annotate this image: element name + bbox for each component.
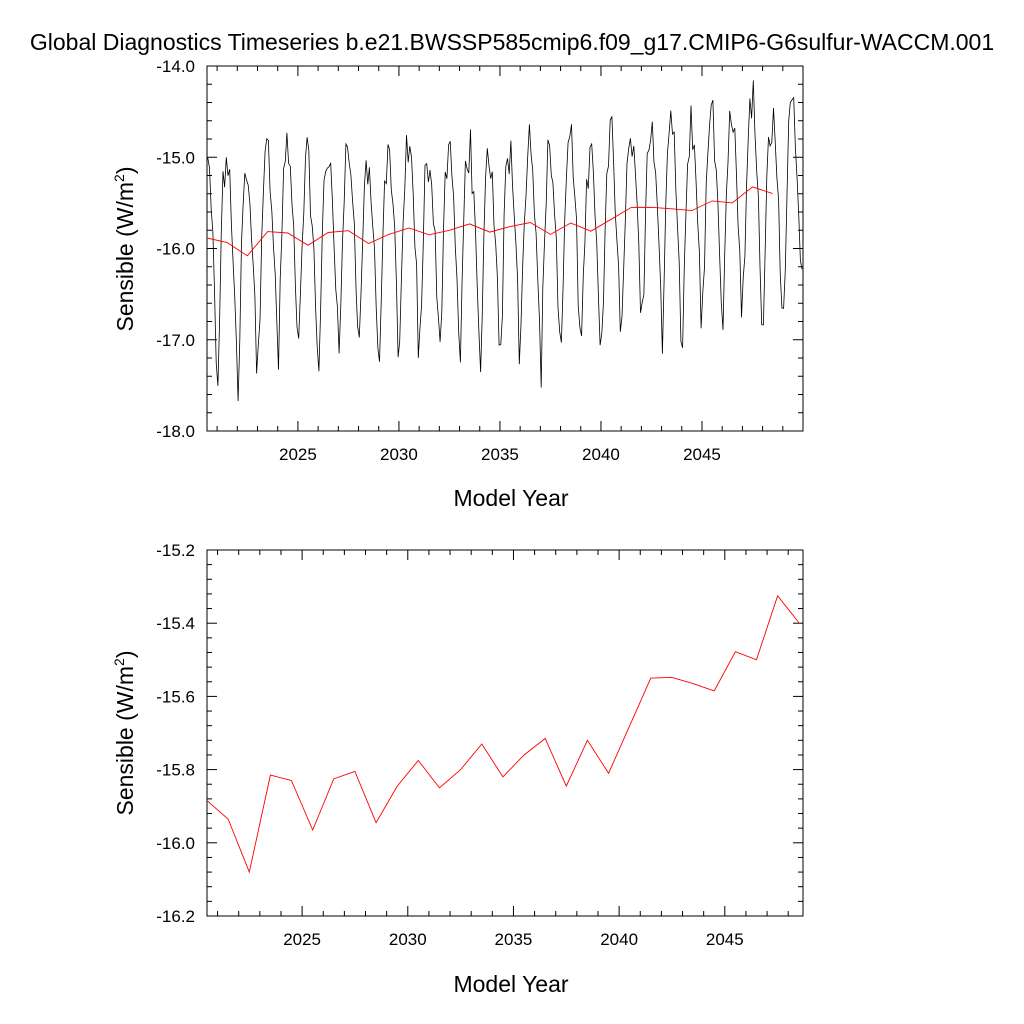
monthly-series-line bbox=[207, 80, 803, 402]
y-axis-label-top: Sensible (W/m2) bbox=[111, 166, 138, 331]
x-tick-label: 2035 bbox=[495, 930, 533, 949]
annual-mean-series-line bbox=[206, 186, 773, 257]
series-layer-top bbox=[206, 80, 803, 402]
panel-bottom: 2025 2030 2035 2040 2045 -15.2 -15.4 -15.6 -15.8… bbox=[111, 541, 804, 997]
y-tick-label: -15.8 bbox=[156, 761, 195, 780]
x-tick-label: 2040 bbox=[582, 445, 620, 464]
ticks-top bbox=[207, 65, 804, 432]
x-tick-label: 2030 bbox=[380, 445, 418, 464]
y-tick-label: -15.6 bbox=[156, 687, 195, 706]
y-tick-label: -16.0 bbox=[156, 240, 195, 259]
tick-labels-bottom: 2025 2030 2035 2040 2045 -15.2 -15.4 -15.6 -15.8… bbox=[156, 541, 743, 949]
x-tick-label: 2035 bbox=[481, 445, 519, 464]
plot-frame-bottom bbox=[206, 549, 804, 917]
x-tick-label: 2045 bbox=[683, 445, 721, 464]
y-tick-label: -16.0 bbox=[156, 834, 195, 853]
annual-mean-series-line bbox=[206, 594, 800, 874]
x-axis-label-top: Model Year bbox=[453, 485, 568, 511]
y-tick-label: -17.0 bbox=[156, 331, 195, 350]
y-tick-label: -18.0 bbox=[156, 422, 195, 441]
y-axis-label-bottom: Sensible (W/m2) bbox=[111, 650, 138, 815]
x-tick-label: 2030 bbox=[389, 930, 427, 949]
series-layer-bottom bbox=[206, 594, 800, 874]
y-tick-label: -15.4 bbox=[156, 614, 195, 633]
y-tick-label: -14.0 bbox=[156, 57, 195, 76]
tick-labels-top: 2025 2030 2035 2040 2045 -14.0 -15.0 -16.0 -17.0… bbox=[156, 57, 721, 464]
x-tick-label: 2045 bbox=[706, 930, 744, 949]
x-tick-label: 2025 bbox=[279, 445, 317, 464]
ticks-bottom bbox=[207, 549, 803, 917]
x-axis-label-bottom: Model Year bbox=[453, 971, 568, 997]
y-tick-label: -15.0 bbox=[156, 148, 195, 167]
x-tick-label: 2040 bbox=[600, 930, 638, 949]
x-tick-label: 2025 bbox=[283, 930, 321, 949]
y-tick-label: -16.2 bbox=[156, 907, 195, 926]
y-tick-label: -15.2 bbox=[156, 541, 195, 560]
panel-top: 2025 2030 2035 2040 2045 -14.0 -15.0 -16.0 -17.0… bbox=[111, 57, 804, 511]
figure-title: Global Diagnostics Timeseries b.e21.BWSS… bbox=[30, 29, 994, 55]
